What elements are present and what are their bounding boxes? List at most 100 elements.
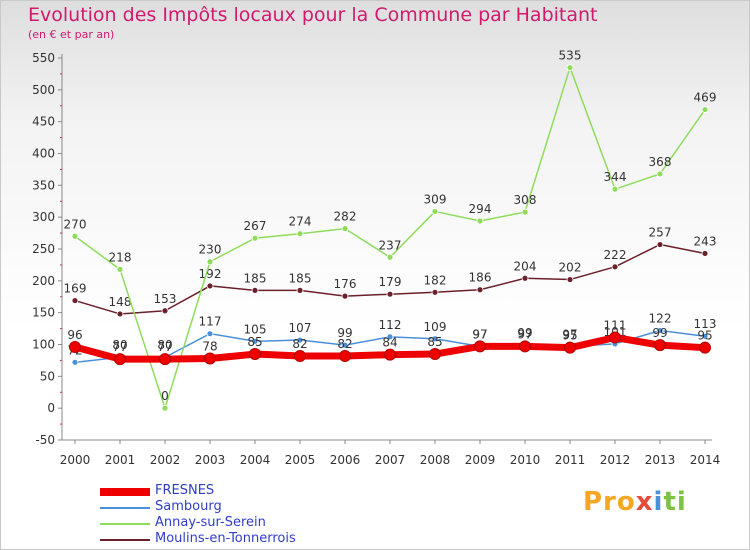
data-label: 267	[244, 219, 267, 233]
data-label: 186	[469, 271, 492, 285]
data-point	[206, 330, 214, 338]
legend-label-moulins: Moulins-en-Tonnerrois	[155, 531, 296, 546]
data-point	[161, 404, 169, 412]
data-point	[296, 286, 304, 294]
x-tick-label: 2003	[195, 453, 226, 467]
x-tick-label: 2004	[240, 453, 271, 467]
data-point	[386, 253, 394, 261]
data-point	[566, 276, 574, 283]
data-point	[71, 232, 79, 240]
data-label: 169	[64, 282, 87, 296]
data-point	[249, 348, 261, 361]
data-point	[69, 341, 81, 354]
data-point	[251, 234, 259, 242]
data-point	[701, 332, 709, 340]
legend-item-sambourg: Sambourg	[100, 499, 360, 516]
data-point	[386, 290, 394, 298]
legend-item-annay: Annay-sur-Serein	[100, 515, 360, 532]
data-point	[251, 337, 259, 345]
data-point	[611, 185, 619, 193]
y-tick-label: 550	[32, 51, 55, 65]
data-point	[159, 353, 171, 366]
data-point	[429, 348, 441, 361]
data-point	[294, 349, 306, 362]
data-point	[341, 341, 349, 349]
data-point	[114, 353, 126, 366]
data-point	[71, 358, 79, 366]
data-point	[521, 274, 529, 282]
data-point	[206, 258, 214, 266]
data-label: 97	[517, 327, 532, 341]
data-label: 202	[559, 261, 582, 275]
data-label: 113	[694, 317, 717, 331]
data-label: 95	[697, 329, 712, 343]
data-label: 368	[649, 155, 672, 169]
data-label: 243	[694, 234, 717, 248]
x-tick-label: 2006	[330, 453, 361, 467]
data-point	[296, 230, 304, 238]
data-point	[656, 241, 664, 248]
data-point	[384, 348, 396, 361]
data-point	[206, 282, 214, 290]
data-point	[609, 331, 621, 344]
data-point	[431, 335, 439, 343]
data-label: 179	[379, 275, 402, 289]
data-label: 82	[292, 337, 307, 351]
data-point	[611, 263, 619, 271]
data-label: 85	[247, 335, 262, 349]
data-point	[116, 265, 124, 273]
data-label: 96	[67, 328, 82, 342]
data-point	[251, 286, 259, 294]
y-tick-label: 350	[32, 178, 55, 192]
data-label: 80	[157, 338, 172, 352]
legend-swatch-sambourg	[100, 507, 150, 509]
data-point	[341, 225, 349, 233]
data-label: 80	[112, 338, 127, 352]
y-tick-label: 200	[32, 274, 55, 288]
data-point	[699, 341, 711, 354]
data-label: 270	[64, 217, 87, 231]
data-label: 82	[337, 337, 352, 351]
data-point	[161, 307, 169, 315]
data-point	[701, 250, 709, 257]
data-label: 344	[604, 170, 627, 184]
data-label: 192	[199, 267, 222, 281]
x-tick-label: 2007	[375, 453, 406, 467]
data-point	[386, 333, 394, 341]
data-label: 176	[334, 277, 357, 291]
data-label: 218	[109, 250, 132, 264]
data-point	[296, 336, 304, 344]
legend-item-fresnes: FRESNES	[100, 483, 360, 500]
proxiti-logo: Proxiti	[583, 487, 687, 517]
legend-swatch-moulins	[100, 539, 150, 541]
x-tick-label: 2008	[420, 453, 451, 467]
data-point	[431, 208, 439, 215]
x-tick-label: 2010	[510, 453, 541, 467]
data-point	[476, 217, 484, 225]
data-label: 97	[472, 327, 487, 341]
data-label: 148	[109, 295, 132, 309]
data-point	[476, 286, 484, 294]
data-label: 77	[157, 340, 172, 354]
y-tick-label: 100	[32, 338, 55, 352]
data-label: 78	[202, 340, 217, 354]
x-tick-label: 2002	[150, 453, 181, 467]
data-point	[656, 327, 664, 334]
data-label: 185	[244, 271, 267, 285]
y-tick-label: 300	[32, 210, 55, 224]
data-label: 222	[604, 248, 627, 262]
x-tick-label: 2009	[465, 453, 496, 467]
x-tick-label: 2001	[105, 453, 136, 467]
data-label: 230	[199, 243, 222, 257]
data-label: 99	[652, 326, 667, 340]
data-label: 308	[514, 193, 537, 207]
y-tick-label: 500	[32, 83, 55, 97]
data-point	[566, 64, 574, 71]
data-label: 0	[161, 389, 169, 403]
data-label: 99	[517, 326, 532, 340]
data-label: 535	[559, 49, 582, 63]
data-label: 84	[382, 336, 397, 350]
data-label: 282	[334, 210, 357, 224]
data-label: 107	[289, 321, 312, 335]
